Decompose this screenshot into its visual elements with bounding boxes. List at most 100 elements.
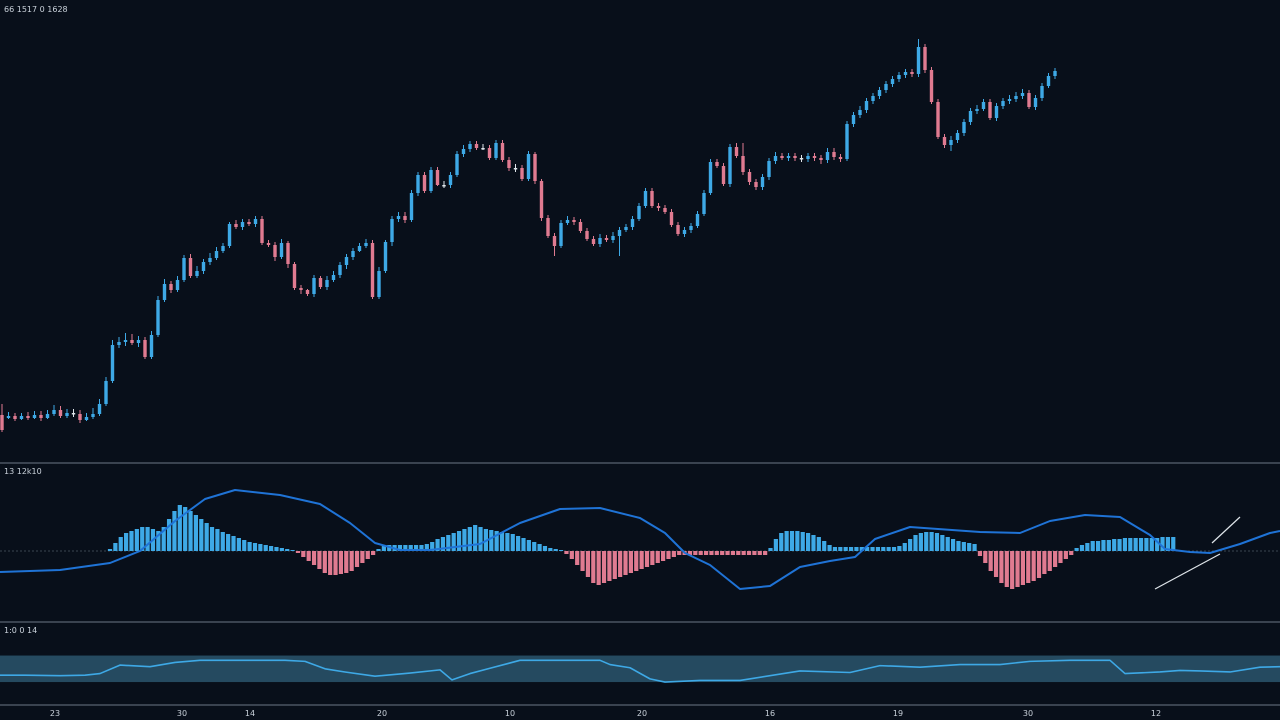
macd-histogram-bar[interactable] — [977, 551, 983, 556]
candle[interactable] — [0, 404, 4, 432]
macd-histogram-bar[interactable] — [328, 551, 333, 575]
candle[interactable] — [682, 227, 687, 237]
candle[interactable] — [52, 405, 56, 416]
candle[interactable] — [351, 248, 355, 260]
macd-histogram-bar[interactable] — [526, 540, 531, 551]
macd-histogram-bar[interactable] — [929, 532, 934, 551]
macd-histogram-bar[interactable] — [440, 537, 446, 551]
macd-histogram-bar[interactable] — [1010, 551, 1015, 589]
macd-histogram-bar[interactable] — [822, 541, 827, 551]
candle[interactable] — [975, 105, 979, 114]
candle[interactable] — [988, 99, 992, 120]
macd-histogram-bar[interactable] — [1085, 543, 1090, 551]
candle[interactable] — [591, 236, 596, 246]
candle[interactable] — [838, 154, 843, 162]
macd-histogram-bar[interactable] — [918, 533, 923, 551]
candle[interactable] — [318, 276, 323, 289]
macd-histogram-bar[interactable] — [1020, 551, 1025, 585]
macd-histogram-bar[interactable] — [510, 534, 515, 551]
candle[interactable] — [331, 271, 336, 282]
candle[interactable] — [734, 143, 739, 158]
macd-histogram-bar[interactable] — [397, 545, 403, 551]
macd-histogram-bar[interactable] — [419, 545, 424, 551]
macd-histogram-bar[interactable] — [172, 511, 177, 551]
macd-histogram-bar[interactable] — [521, 538, 526, 551]
candle[interactable] — [539, 179, 544, 221]
macd-histogram-bar[interactable] — [564, 551, 569, 554]
macd-histogram-bar[interactable] — [1090, 541, 1095, 551]
candle[interactable] — [1040, 83, 1044, 101]
macd-histogram-bar[interactable] — [950, 539, 956, 551]
macd-histogram-bar[interactable] — [430, 542, 435, 551]
candle[interactable] — [468, 141, 472, 152]
candle[interactable] — [910, 69, 914, 77]
macd-histogram-bar[interactable] — [720, 551, 725, 555]
candle[interactable] — [1033, 95, 1038, 110]
candle[interactable] — [806, 153, 810, 162]
macd-histogram-bar[interactable] — [140, 527, 145, 551]
candle[interactable] — [383, 240, 388, 273]
macd-histogram-bar[interactable] — [1144, 538, 1149, 551]
macd-histogram-bar[interactable] — [456, 531, 462, 551]
rsi-panel[interactable] — [0, 655, 1280, 683]
macd-histogram-bar[interactable] — [1155, 538, 1160, 551]
candle[interactable] — [630, 216, 635, 230]
macd-histogram-bar[interactable] — [698, 551, 703, 555]
candle[interactable] — [357, 243, 362, 252]
candle[interactable] — [435, 167, 440, 186]
candle[interactable] — [136, 336, 141, 347]
macd-histogram-bar[interactable] — [1149, 538, 1154, 551]
candle[interactable] — [786, 153, 791, 161]
macd-histogram-bar[interactable] — [113, 543, 118, 551]
macd-histogram-bar[interactable] — [677, 551, 682, 555]
macd-histogram-bar[interactable] — [489, 530, 494, 551]
macd-histogram-bar[interactable] — [725, 551, 730, 555]
candle[interactable] — [760, 174, 765, 190]
macd-histogram-bar[interactable] — [1004, 551, 1009, 587]
macd-histogram-bar[interactable] — [816, 537, 821, 551]
candle[interactable] — [279, 239, 284, 259]
macd-histogram-bar[interactable] — [618, 551, 623, 577]
candle[interactable] — [578, 219, 583, 233]
macd-histogram-bar[interactable] — [1079, 545, 1085, 551]
macd-histogram-bar[interactable] — [1138, 538, 1144, 551]
candle[interactable] — [669, 209, 674, 227]
macd-histogram-bar[interactable] — [859, 547, 864, 551]
candle[interactable] — [455, 151, 459, 177]
candle[interactable] — [299, 285, 303, 294]
macd-histogram-bar[interactable] — [333, 551, 338, 575]
candle[interactable] — [130, 334, 134, 345]
candle[interactable] — [91, 408, 95, 419]
candle[interactable] — [929, 67, 934, 104]
macd-histogram-bar[interactable] — [290, 550, 295, 551]
candle[interactable] — [676, 222, 680, 236]
macd-histogram-bar[interactable] — [548, 548, 553, 551]
candle[interactable] — [656, 203, 661, 211]
candle[interactable] — [58, 406, 63, 418]
candle[interactable] — [195, 266, 199, 278]
candle[interactable] — [260, 216, 264, 245]
candle[interactable] — [962, 119, 966, 136]
candle[interactable] — [149, 331, 154, 359]
macd-histogram-bar[interactable] — [376, 549, 381, 551]
candle[interactable] — [377, 267, 381, 299]
macd-histogram-bar[interactable] — [811, 535, 816, 551]
macd-histogram-bar[interactable] — [177, 505, 182, 551]
macd-histogram-bar[interactable] — [301, 551, 306, 557]
candle[interactable] — [500, 140, 505, 162]
candle[interactable] — [949, 136, 953, 151]
macd-histogram-bar[interactable] — [156, 531, 161, 551]
macd-histogram-bar[interactable] — [886, 547, 891, 551]
macd-histogram-bar[interactable] — [494, 531, 499, 551]
macd-histogram-bar[interactable] — [666, 551, 671, 559]
candle[interactable] — [533, 152, 537, 184]
macd-histogram-bar[interactable] — [913, 535, 918, 551]
macd-histogram-bar[interactable] — [575, 551, 580, 565]
candle[interactable] — [754, 179, 758, 190]
candle[interactable] — [981, 99, 986, 111]
candle[interactable] — [923, 44, 927, 73]
candle[interactable] — [773, 152, 778, 164]
candle[interactable] — [968, 108, 973, 125]
macd-histogram-bar[interactable] — [322, 551, 327, 573]
macd-histogram-bar[interactable] — [473, 525, 478, 551]
